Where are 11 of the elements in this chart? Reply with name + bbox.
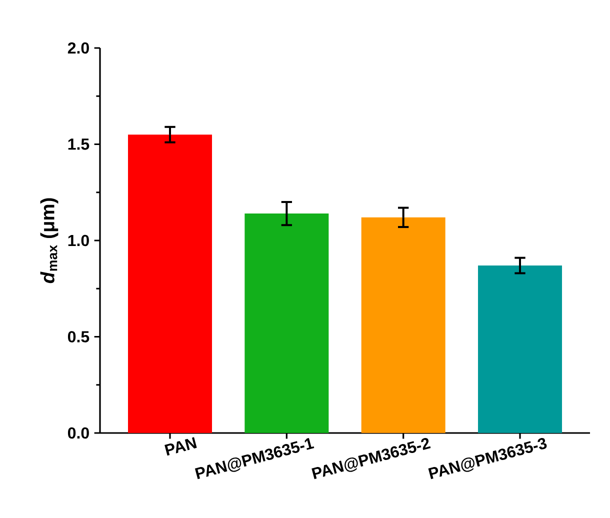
y-tick-label: 1.5 xyxy=(68,138,90,150)
bar xyxy=(361,217,446,433)
bar xyxy=(244,214,329,433)
y-tick-label: 0.5 xyxy=(68,331,90,342)
bar xyxy=(128,134,212,433)
y-tick-label: 2.0 xyxy=(68,42,89,54)
x-tick-label: PAN xyxy=(164,437,197,456)
y-tick-label: 0.0 xyxy=(68,427,89,439)
y-axis-title: d$_{max}$ (μm) xyxy=(40,198,58,284)
y-tick-label: 1.0 xyxy=(68,234,89,246)
bar xyxy=(478,266,562,433)
